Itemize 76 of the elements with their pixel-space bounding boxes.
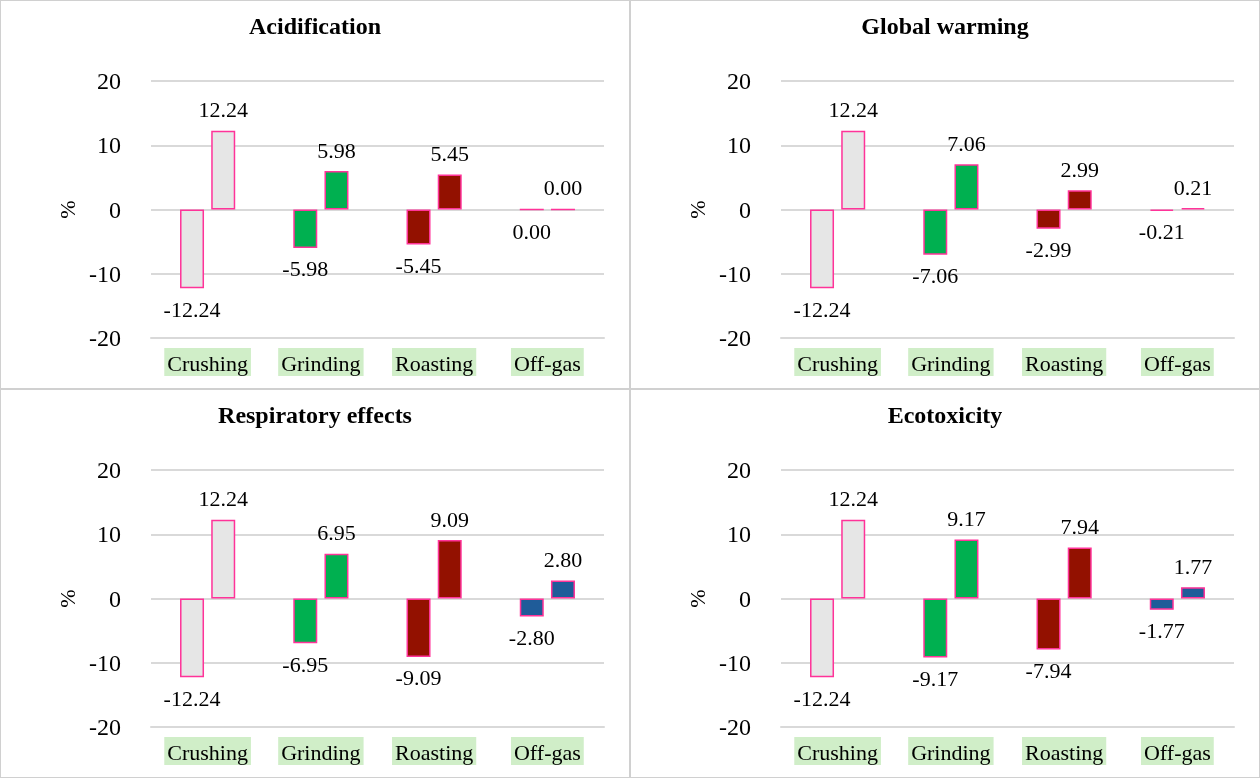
y-tick-label: 0 bbox=[109, 196, 121, 223]
data-label: -12.24 bbox=[163, 296, 221, 322]
y-tick-label: 10 bbox=[727, 132, 751, 159]
data-label: -2.80 bbox=[508, 624, 555, 650]
data-label: 9.09 bbox=[430, 506, 469, 532]
data-label: 9.17 bbox=[947, 506, 986, 532]
x-tick-label: Off-gas bbox=[513, 350, 581, 376]
x-tick-label: Roasting bbox=[395, 739, 474, 765]
x-tick-label: Crushing bbox=[167, 350, 248, 376]
y-tick-label: 20 bbox=[97, 457, 121, 483]
y-tick-label: -10 bbox=[89, 649, 121, 676]
data-label: -1.77 bbox=[1138, 618, 1185, 644]
chart-title: Acidification bbox=[249, 13, 381, 39]
x-tick-label: Crushing bbox=[797, 350, 878, 376]
y-tick-label: 10 bbox=[97, 521, 121, 548]
data-label: 7.06 bbox=[947, 130, 986, 156]
x-tick-label: Roasting bbox=[1025, 350, 1104, 376]
y-tick-label: 0 bbox=[739, 196, 751, 223]
data-label: 12.24 bbox=[828, 486, 878, 512]
x-tick-label: Roasting bbox=[395, 350, 474, 376]
y-tick-label: -10 bbox=[719, 260, 751, 287]
y-axis-title: % bbox=[684, 589, 710, 608]
data-label: -9.09 bbox=[395, 665, 442, 691]
x-tick-label: Grinding bbox=[911, 350, 991, 376]
x-tick-label: Crushing bbox=[167, 739, 248, 765]
data-label: 5.45 bbox=[430, 140, 469, 166]
data-label: -12.24 bbox=[793, 296, 851, 322]
y-tick-label: -10 bbox=[719, 649, 751, 676]
data-label: 0.00 bbox=[512, 218, 552, 244]
chart-title: Global warming bbox=[861, 13, 1029, 39]
x-tick-label: Off-gas bbox=[1143, 350, 1211, 376]
y-tick-label: 0 bbox=[739, 585, 751, 612]
x-tick-label: Off-gas bbox=[1143, 739, 1211, 765]
y-axis-title: % bbox=[684, 200, 710, 219]
x-tick-label: Roasting bbox=[1025, 739, 1104, 765]
data-label: -0.21 bbox=[1138, 219, 1185, 245]
data-label: 2.99 bbox=[1060, 156, 1099, 182]
y-axis-title: % bbox=[54, 589, 80, 608]
y-tick-label: 10 bbox=[727, 521, 751, 548]
y-tick-label: 0 bbox=[109, 585, 121, 612]
data-label: -12.24 bbox=[793, 685, 851, 711]
chart-title: Respiratory effects bbox=[218, 402, 412, 428]
y-tick-label: -20 bbox=[719, 714, 751, 740]
data-label: 2.80 bbox=[543, 547, 583, 573]
data-label: 6.95 bbox=[317, 520, 356, 546]
y-tick-label: -10 bbox=[89, 260, 121, 287]
data-label: 12.24 bbox=[828, 97, 878, 123]
data-label: -5.45 bbox=[395, 253, 442, 279]
data-label: -6.95 bbox=[282, 651, 329, 677]
y-axis-title: % bbox=[54, 200, 80, 219]
data-label: 5.98 bbox=[317, 137, 356, 163]
x-tick-label: Grinding bbox=[911, 739, 991, 765]
y-tick-label: -20 bbox=[719, 325, 751, 351]
x-tick-label: Crushing bbox=[797, 739, 878, 765]
data-label: 7.94 bbox=[1060, 513, 1099, 539]
chart-title: Ecotoxicity bbox=[887, 402, 1003, 428]
data-label: -7.06 bbox=[912, 263, 959, 289]
data-label: 12.24 bbox=[198, 486, 248, 512]
x-tick-label: Grinding bbox=[281, 350, 361, 376]
data-label: 1.77 bbox=[1173, 553, 1213, 579]
data-label: 0.00 bbox=[543, 175, 583, 201]
y-tick-label: 10 bbox=[97, 132, 121, 159]
data-label: -7.94 bbox=[1025, 658, 1072, 684]
data-label: -9.17 bbox=[912, 665, 959, 691]
y-tick-label: -20 bbox=[89, 714, 121, 740]
data-label: -12.24 bbox=[163, 685, 221, 711]
y-tick-label: 20 bbox=[727, 457, 751, 483]
y-tick-label: -20 bbox=[89, 325, 121, 351]
data-label: -5.98 bbox=[282, 256, 329, 282]
data-label: -2.99 bbox=[1025, 237, 1072, 263]
y-tick-label: 20 bbox=[727, 68, 751, 94]
x-tick-label: Grinding bbox=[281, 739, 361, 765]
y-tick-label: 20 bbox=[97, 68, 121, 94]
data-label: 12.24 bbox=[198, 97, 248, 123]
x-tick-label: Off-gas bbox=[513, 739, 581, 765]
data-label: 0.21 bbox=[1173, 174, 1213, 200]
